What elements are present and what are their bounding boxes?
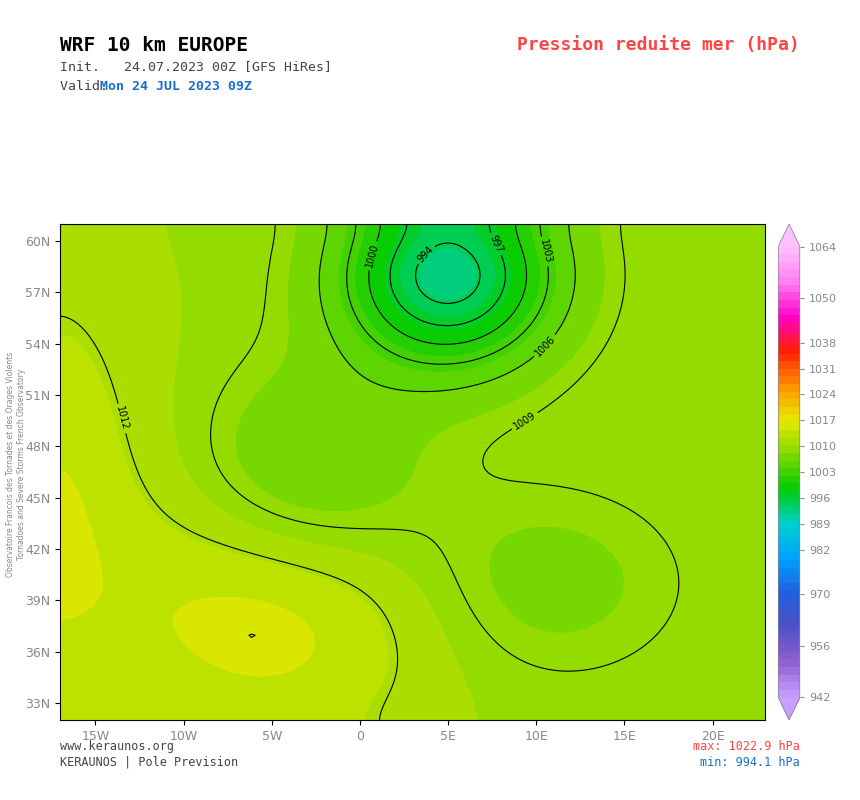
Text: 997: 997 [488, 234, 505, 254]
Text: 1003: 1003 [538, 238, 553, 265]
Text: 1006: 1006 [533, 334, 557, 358]
Text: WRF 10 km EUROPE: WRF 10 km EUROPE [60, 36, 249, 55]
Text: min: 994.1 hPa: min: 994.1 hPa [700, 756, 800, 769]
Text: www.keraunos.org: www.keraunos.org [60, 740, 175, 753]
Text: KERAUNOS | Pole Prevision: KERAUNOS | Pole Prevision [60, 756, 238, 769]
Text: Tornadoes and Severe Storms French Observatory: Tornadoes and Severe Storms French Obser… [17, 368, 26, 560]
Text: 1012: 1012 [114, 406, 130, 431]
PathPatch shape [778, 698, 800, 720]
PathPatch shape [778, 224, 800, 246]
Text: Pression reduite mer (hPa): Pression reduite mer (hPa) [517, 36, 800, 54]
Text: Mon 24 JUL 2023 09Z: Mon 24 JUL 2023 09Z [100, 80, 252, 93]
Text: max: 1022.9 hPa: max: 1022.9 hPa [693, 740, 800, 753]
Text: Observatoire Francois des Tornades et des Orages Violents: Observatoire Francois des Tornades et de… [6, 351, 15, 577]
Text: 1000: 1000 [364, 242, 380, 269]
Text: Valid.: Valid. [60, 80, 116, 93]
Text: 994: 994 [415, 244, 435, 264]
Text: 1009: 1009 [512, 410, 538, 432]
Text: Init.   24.07.2023 00Z [GFS HiRes]: Init. 24.07.2023 00Z [GFS HiRes] [60, 60, 332, 73]
